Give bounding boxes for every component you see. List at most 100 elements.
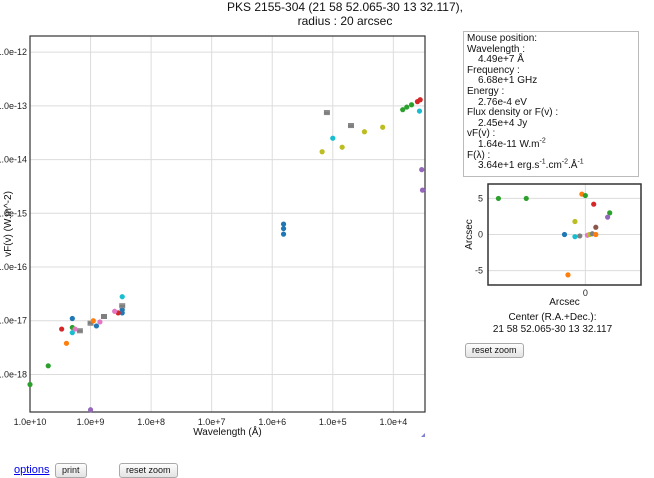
data-point-gray xyxy=(100,314,107,318)
sky-y-axis-label: Arcsec xyxy=(464,219,475,250)
y-tick-label: 1.0e-13 xyxy=(0,101,27,111)
data-point-olive xyxy=(361,129,368,135)
print-button[interactable]: print xyxy=(55,463,87,478)
sky-source-point xyxy=(572,218,578,225)
data-point-cyan xyxy=(119,294,125,300)
data-point-pink xyxy=(112,308,118,314)
sky-y-tick-label: 0 xyxy=(478,230,483,240)
data-point-cyan xyxy=(69,330,75,336)
data-point-blue xyxy=(280,221,287,227)
sky-source-point xyxy=(607,210,613,216)
sky-x-tick-label: 0 xyxy=(583,288,588,298)
data-point-blue xyxy=(119,310,125,316)
data-point-red xyxy=(414,99,421,105)
sky-plot-frame xyxy=(487,183,642,286)
data-point-purple xyxy=(87,407,94,413)
sky-source-point xyxy=(593,231,599,238)
data-point-green xyxy=(400,107,406,113)
x-tick-label: 1.0e+10 xyxy=(14,417,47,427)
x-tick-label: 1.0e+8 xyxy=(137,417,165,427)
data-point-cyan xyxy=(330,135,336,141)
reset-zoom-sky-button[interactable]: reset zoom xyxy=(465,343,524,358)
data-point-cyan xyxy=(416,108,423,114)
sky-center-caption: Center (R.A.+Dec.): 21 58 52.065-30 13 3… xyxy=(455,312,650,336)
data-point-olive xyxy=(380,124,386,130)
frequency-label: Frequency : xyxy=(467,64,520,76)
x-tick-label: 1.0e+7 xyxy=(198,417,226,427)
sky-source-point xyxy=(593,224,599,230)
data-point-orange xyxy=(63,340,70,346)
data-point-gray xyxy=(119,304,126,308)
sky-source-point xyxy=(523,195,529,202)
title-line-1: PKS 2155-304 (21 58 52.065-30 13 32.117)… xyxy=(227,0,463,14)
plot-frame xyxy=(29,35,426,413)
energy-label: Energy : xyxy=(467,85,505,97)
data-point-green xyxy=(45,363,51,369)
sky-source-point xyxy=(591,201,597,207)
data-point-purple xyxy=(419,187,426,193)
sky-center-label: Center (R.A.+Dec.): xyxy=(508,312,597,323)
data-point-pink xyxy=(97,319,103,325)
vfv-label: vF(v) : xyxy=(467,128,496,140)
y-tick-label: 1.0e-12 xyxy=(0,47,27,57)
data-point-red xyxy=(59,326,65,332)
sky-source-point xyxy=(605,214,611,220)
wavelength-label: Wavelength : xyxy=(467,43,525,55)
sky-y-tick-label: 5 xyxy=(478,193,483,203)
data-point-pink xyxy=(72,326,78,332)
x-tick-label: 1.0e+4 xyxy=(379,417,407,427)
wavelength-value: 4.49e+7 Å xyxy=(478,54,524,66)
sky-x-axis-label: Arcsec xyxy=(549,297,580,308)
mouse-position-heading: Mouse position: xyxy=(467,33,538,44)
data-point-blue xyxy=(280,231,287,237)
energy-value: 2.76e-4 eV xyxy=(478,96,527,108)
frequency-value: 6.68e+1 GHz xyxy=(478,75,538,87)
flambda-value: 3.64e+1 erg.s-1.cm-2.Å-1 xyxy=(478,158,584,172)
sky-source-point xyxy=(572,234,578,240)
sky-source-point xyxy=(495,195,502,202)
chart-title: PKS 2155-304 (21 58 52.065-30 13 32.117)… xyxy=(180,0,510,28)
mouse-position-panel: Mouse position: Wavelength : 4.49e+7 Å F… xyxy=(463,31,639,177)
data-point-olive xyxy=(339,144,345,150)
data-point-blue xyxy=(280,225,287,232)
y-tick-label: 1.0e-14 xyxy=(0,155,27,165)
x-tick-label: 1.0e+9 xyxy=(77,417,105,427)
y-tick-label: 1.0e-18 xyxy=(0,369,27,379)
y-axis-label: vF(v) (W.m^-2) xyxy=(3,191,14,257)
vfv-value: 1.64e-11 W.m-2 xyxy=(478,137,546,150)
data-point-purple xyxy=(419,167,425,173)
data-point-gray xyxy=(323,111,330,115)
x-tick-label: 1.0e+5 xyxy=(319,417,347,427)
data-point-green xyxy=(27,381,33,388)
y-tick-label: 1.0e-16 xyxy=(0,262,27,272)
title-line-2: radius : 20 arcsec xyxy=(297,14,393,28)
data-point-green xyxy=(404,104,410,110)
y-tick-label: 1.0e-15 xyxy=(0,208,27,218)
data-point-green xyxy=(408,102,415,108)
plot-area xyxy=(30,36,425,412)
resize-handle-icon xyxy=(421,433,425,437)
data-point-orange xyxy=(90,318,96,324)
sky-source-point xyxy=(565,272,571,278)
data-point-olive xyxy=(319,149,325,155)
options-link[interactable]: options xyxy=(14,464,50,476)
x-axis-label: Wavelength (Å) xyxy=(193,425,262,438)
sky-source-point xyxy=(582,192,588,199)
y-tick-label: 1.0e-17 xyxy=(0,316,27,326)
flux-value: 2.45e+4 Jy xyxy=(478,117,528,129)
sky-center-value: 21 58 52.065-30 13 32.117 xyxy=(492,324,613,335)
flambda-label: F(λ) : xyxy=(467,149,491,161)
data-point-gray xyxy=(76,329,83,333)
flux-label: Flux density or F(v) : xyxy=(467,107,559,119)
sky-source-point xyxy=(561,231,568,238)
data-point-gray xyxy=(87,321,94,325)
data-point-gray xyxy=(348,124,355,128)
data-point-blue xyxy=(69,315,75,322)
sky-source-point xyxy=(577,233,583,239)
sky-y-tick-label: -5 xyxy=(475,266,483,276)
x-tick-label: 1.0e+6 xyxy=(258,417,286,427)
data-point-blue xyxy=(93,323,100,329)
reset-zoom-button[interactable]: reset zoom xyxy=(119,463,178,478)
sed-chart[interactable]: 1.0e-12 1.0e-13 1.0e-14 1.0e-15 1.0e-16 1.0e-… xyxy=(0,0,455,478)
